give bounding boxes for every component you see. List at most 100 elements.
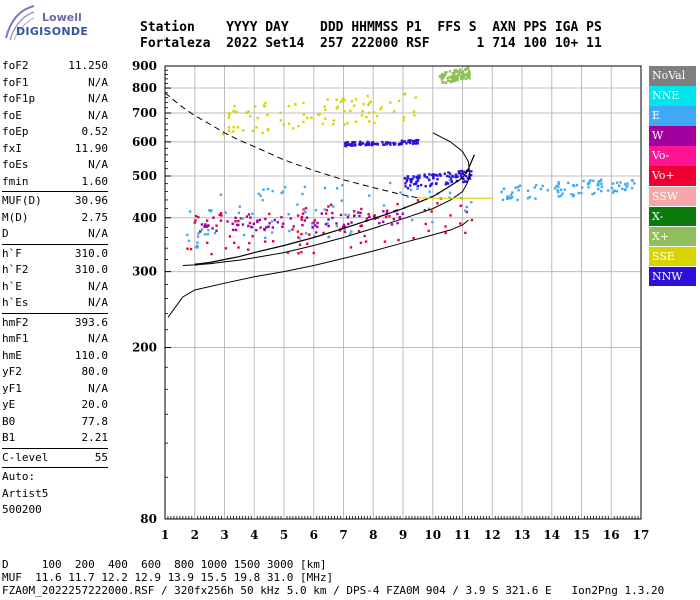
- echo-point: [610, 186, 614, 190]
- echo-point: [335, 107, 338, 110]
- echo-point: [314, 231, 318, 234]
- echo-point: [291, 228, 294, 231]
- echo-point: [350, 230, 353, 233]
- x-tick-label: 9: [399, 528, 407, 542]
- echo-point: [197, 216, 200, 219]
- echo-point: [440, 74, 444, 77]
- echo-point: [389, 101, 392, 104]
- echo-point: [251, 235, 254, 238]
- echo-point: [445, 181, 448, 184]
- echo-point: [439, 174, 442, 177]
- echo-point: [514, 186, 517, 189]
- echo-point: [593, 191, 596, 195]
- echo-point: [458, 73, 461, 76]
- param-value: 2.21: [81, 431, 109, 444]
- param-row: hmE 110.0: [0, 348, 110, 365]
- echo-point: [546, 189, 550, 192]
- echo-point: [412, 110, 416, 113]
- x-tick-label: 2: [191, 528, 199, 542]
- echo-point: [466, 76, 470, 79]
- echo-point: [227, 126, 231, 129]
- echo-point: [463, 180, 467, 183]
- echo-point: [235, 223, 239, 227]
- echo-point: [301, 223, 304, 227]
- echo-point: [303, 219, 307, 222]
- echo-point: [336, 105, 339, 109]
- echo-point: [237, 211, 241, 215]
- echo-point: [539, 187, 543, 191]
- echo-point: [292, 127, 295, 130]
- echo-point: [385, 211, 389, 214]
- echo-point: [313, 235, 316, 238]
- param-name: h`E: [2, 279, 22, 293]
- echo-point: [592, 179, 595, 182]
- echo-point: [553, 186, 557, 190]
- echo-point: [193, 221, 196, 224]
- echo-point: [631, 179, 634, 182]
- echo-point: [556, 188, 559, 192]
- echo-point: [367, 143, 371, 146]
- echo-point: [535, 183, 538, 187]
- param-value: 55: [94, 450, 108, 464]
- echo-point: [442, 74, 446, 77]
- y-tick-label: 900: [132, 59, 157, 73]
- echo-point: [354, 98, 358, 101]
- echo-point: [196, 241, 199, 244]
- param-row: h`F 310.0: [0, 246, 110, 263]
- param-name: MUF(D): [2, 194, 42, 207]
- echo-point: [415, 138, 418, 142]
- x-tick-label: 16: [603, 528, 620, 542]
- echo-point: [396, 202, 399, 206]
- echo-point: [344, 142, 347, 145]
- echo-point: [454, 173, 458, 177]
- y-tick-label: 700: [132, 106, 157, 120]
- echo-point: [459, 68, 462, 72]
- echo-point: [255, 228, 258, 232]
- echo-point: [270, 220, 274, 223]
- echo-point: [382, 143, 386, 146]
- echo-point: [297, 124, 300, 128]
- echo-point: [390, 223, 394, 226]
- echo-point: [409, 178, 412, 181]
- param-row: foEs N/A: [0, 157, 110, 174]
- echo-point: [468, 76, 471, 80]
- echo-point: [436, 174, 439, 177]
- param-name: foE: [2, 108, 22, 122]
- echo-point: [234, 216, 237, 219]
- echo-point: [385, 209, 389, 212]
- echo-point: [313, 219, 317, 222]
- echo-point: [265, 226, 268, 229]
- echo-point: [572, 193, 575, 197]
- param-name: foF2: [2, 59, 29, 72]
- echo-point: [194, 246, 198, 249]
- echo-point: [399, 191, 402, 194]
- antenna-logo-icon: [5, 5, 35, 41]
- param-value: 310.0: [74, 246, 108, 260]
- header-labels: Station YYYY DAY DDD HHMMSS P1 FFS S AXN…: [140, 20, 602, 35]
- echo-point: [350, 144, 353, 147]
- echo-point: [403, 140, 407, 143]
- param-value: 30.96: [74, 194, 108, 207]
- echo-point: [326, 98, 329, 101]
- echo-point: [287, 213, 290, 216]
- param-name: h`F2: [2, 263, 29, 276]
- echo-point: [373, 215, 376, 218]
- echo-point: [559, 188, 563, 191]
- echo-point: [279, 111, 282, 115]
- echo-point: [449, 214, 452, 217]
- echo-point: [343, 109, 346, 113]
- echo-point: [423, 175, 426, 178]
- echo-point: [409, 188, 413, 192]
- echo-point: [466, 66, 470, 69]
- echo-point: [456, 77, 459, 81]
- echo-point: [303, 185, 307, 189]
- echo-point: [404, 185, 407, 188]
- echo-point: [310, 116, 313, 119]
- echo-point: [331, 211, 334, 215]
- echo-point: [423, 173, 426, 176]
- echo-point: [405, 178, 409, 181]
- param-value: 80.0: [81, 365, 109, 378]
- echo-point: [459, 175, 463, 178]
- echo-point: [448, 172, 452, 175]
- echo-point: [306, 116, 309, 120]
